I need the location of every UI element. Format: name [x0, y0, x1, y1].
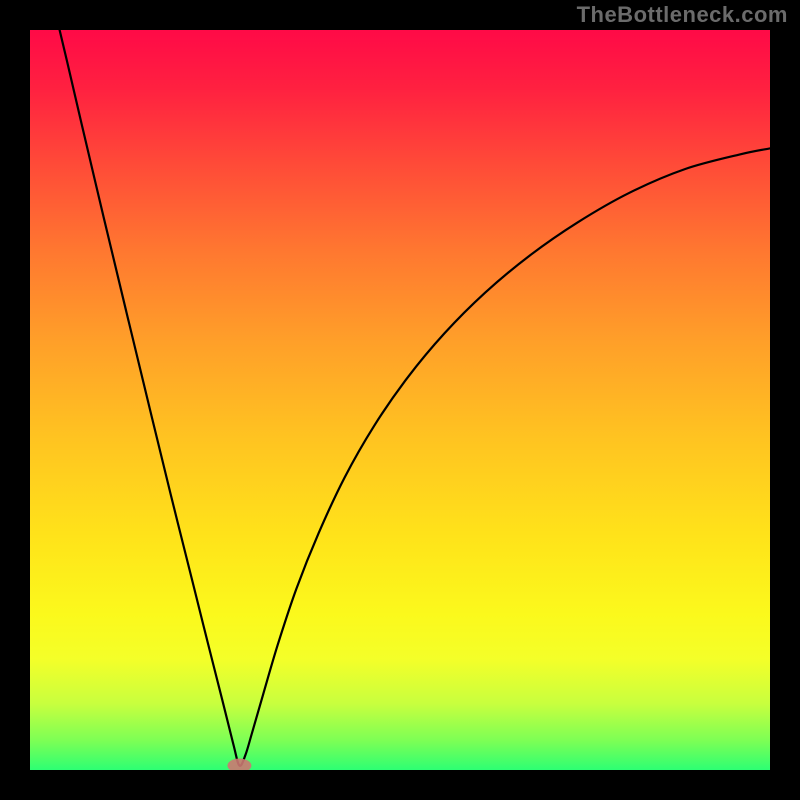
bottleneck-curve-chart: [0, 0, 800, 800]
plot-gradient-background: [30, 30, 770, 770]
chart-container: { "watermark": { "text": "TheBottleneck.…: [0, 0, 800, 800]
watermark-text: TheBottleneck.com: [577, 2, 788, 28]
